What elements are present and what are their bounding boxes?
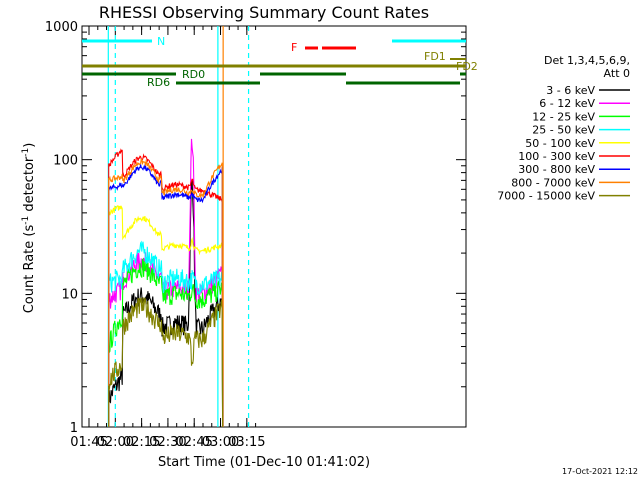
flag-fd1-label: FD1 (424, 50, 446, 63)
legend-label: 7000 - 15000 keV (497, 190, 595, 203)
x-tick-label: 02:15 (123, 435, 160, 450)
x-axis-label: Start Time (01-Dec-10 01:41:02) (158, 455, 370, 470)
y-tick-label: 100 (53, 154, 78, 169)
series-lines (108, 138, 224, 428)
flag-rd0-label: RD0 (182, 68, 205, 81)
y-tick-label: 1 (70, 421, 78, 436)
x-tick-label: 03:00 (202, 435, 239, 450)
x-tick-label: 02:30 (149, 435, 186, 450)
flag-rd6-label: RD6 (147, 76, 170, 89)
legend-title: Det 1,3,4,5,6,9, (544, 54, 630, 67)
y-tick-label: 10 (61, 287, 78, 302)
flag-fd2-label: FD2 (456, 60, 478, 73)
series-line (108, 180, 224, 428)
y-axis-label: Count Rate (s-1 detector-1) (21, 143, 37, 314)
legend-label: 12 - 25 keV (532, 110, 595, 123)
series-line (108, 257, 224, 428)
plot-frame (81, 25, 467, 428)
flag-f-label: F (291, 41, 297, 54)
legend-label: 6 - 12 keV (539, 97, 595, 110)
x-tick-label: 02:45 (175, 435, 212, 450)
x-tick-label: 02:00 (97, 435, 134, 450)
legend-label: 50 - 100 keV (525, 137, 595, 150)
attenuator-lines (107, 26, 250, 427)
legend-subtitle: Att 0 (604, 67, 630, 80)
flag-n-label: N (157, 35, 165, 48)
legend-label: 300 - 800 keV (518, 163, 595, 176)
legend-label: 800 - 7000 keV (511, 176, 595, 189)
series-line (108, 240, 224, 428)
x-tick-label: 03:15 (228, 435, 265, 450)
flag-bars: N F FD1 FD2 RD0 RD6 (82, 35, 478, 89)
series-line (108, 158, 224, 428)
chart-title: RHESSI Observing Summary Count Rates (99, 3, 429, 22)
legend-label: 3 - 6 keV (546, 84, 595, 97)
legend-label: 100 - 300 keV (518, 150, 595, 163)
series-line (108, 297, 224, 428)
series-line (108, 205, 224, 428)
footer-timestamp: 17-Oct-2021 12:12 (562, 467, 638, 476)
series-line (108, 164, 224, 428)
legend-label: 25 - 50 keV (532, 124, 595, 137)
y-tick-label: 1000 (45, 20, 78, 35)
x-tick-label: 01:45 (70, 435, 107, 450)
